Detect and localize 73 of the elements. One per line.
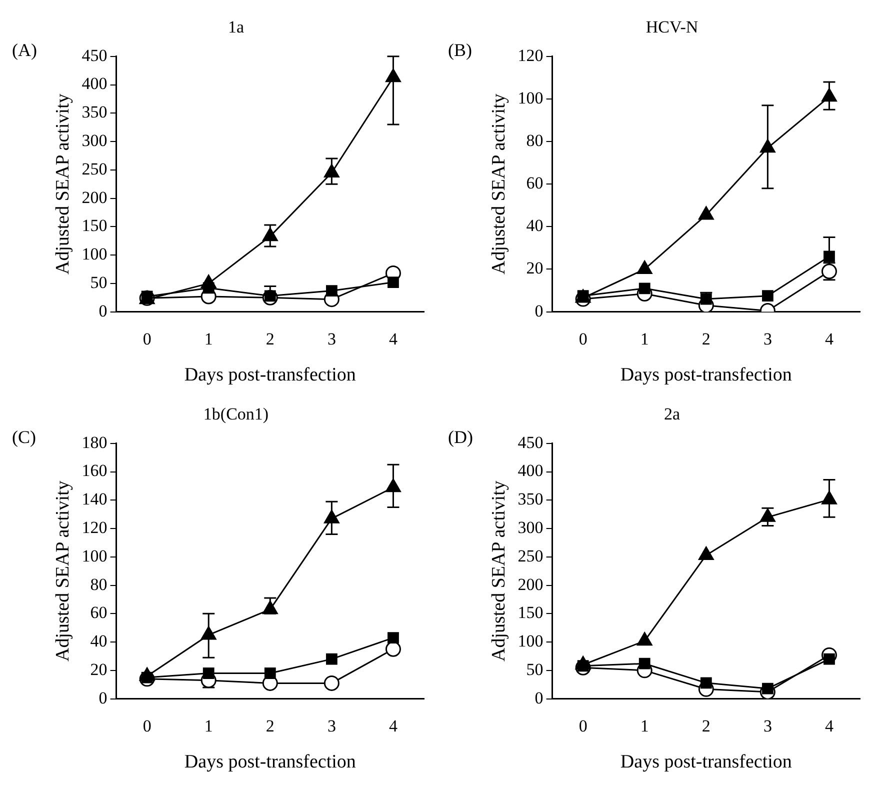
- x-tick-label: 2: [702, 329, 710, 348]
- x-tick-label: 4: [824, 716, 834, 736]
- y-tick-label: 80: [90, 574, 108, 594]
- x-tick-label: 0: [578, 329, 588, 348]
- y-tick-label: 60: [90, 603, 108, 622]
- x-tick-label: 3: [327, 329, 336, 348]
- y-tick-label: 40: [526, 216, 544, 236]
- y-tick-label: 60: [526, 174, 544, 193]
- y-tick-label: 0: [534, 688, 544, 708]
- x-tick-label: 1: [640, 716, 649, 736]
- text: (D): [448, 427, 473, 448]
- chart-title: 1b(Con1): [203, 404, 269, 424]
- text: (C): [12, 427, 36, 448]
- x-tick-label: 2: [702, 716, 710, 736]
- y-tick-label: 0: [534, 301, 544, 320]
- y-axis-title: Adjusted SEAP activity: [488, 93, 510, 275]
- y-axis-title: Adjusted SEAP activity: [488, 480, 510, 662]
- y-tick-label: 50: [526, 660, 544, 679]
- x-axis-title: Days post-transfection: [620, 752, 792, 773]
- x-tick-label: 4: [824, 329, 834, 348]
- y-axis-title: Adjusted SEAP activity: [52, 93, 74, 275]
- x-tick-label: 2: [266, 329, 274, 348]
- y-tick-label: 120: [82, 518, 108, 537]
- y-tick-label: 400: [82, 74, 108, 94]
- x-tick-label: 3: [327, 716, 336, 736]
- x-tick-label: 3: [763, 329, 772, 348]
- x-axis-title: Days post-transfection: [620, 364, 792, 386]
- y-tick-label: 250: [518, 546, 544, 566]
- x-tick-label: 0: [142, 329, 152, 348]
- y-tick-label: 350: [82, 102, 108, 122]
- x-tick-label: 4: [388, 716, 398, 736]
- chart-title: 1a: [228, 18, 244, 37]
- text: (A): [12, 40, 37, 60]
- y-tick-label: 140: [82, 490, 108, 509]
- chart-title: 2a: [664, 404, 680, 424]
- x-axis-title: Days post-transfection: [184, 364, 356, 386]
- y-tick-label: 100: [518, 88, 544, 108]
- y-tick-label: 120: [518, 46, 544, 65]
- y-tick-label: 100: [82, 546, 108, 566]
- x-tick-label: 3: [763, 716, 772, 736]
- y-axis-title: Adjusted SEAP activity: [52, 480, 74, 662]
- y-tick-label: 20: [90, 660, 108, 679]
- y-tick-label: 450: [82, 46, 108, 65]
- y-tick-label: 450: [518, 432, 544, 452]
- y-tick-label: 150: [82, 216, 108, 236]
- y-tick-label: 0: [98, 301, 108, 320]
- y-tick-label: 300: [82, 131, 108, 150]
- y-tick-label: 200: [518, 574, 544, 594]
- x-tick-label: 1: [640, 329, 649, 348]
- chart-title: HCV-N: [646, 18, 698, 37]
- y-tick-label: 200: [82, 188, 108, 207]
- x-tick-label: 1: [204, 716, 213, 736]
- y-tick-label: 80: [526, 131, 544, 150]
- x-tick-label: 2: [266, 716, 274, 736]
- y-tick-label: 150: [518, 603, 544, 622]
- x-tick-label: 0: [142, 716, 152, 736]
- y-tick-label: 20: [526, 258, 544, 278]
- y-tick-label: 0: [98, 688, 108, 708]
- y-tick-label: 300: [518, 518, 544, 537]
- text: (B): [448, 40, 472, 60]
- y-tick-label: 350: [518, 490, 544, 509]
- y-tick-label: 180: [82, 432, 108, 452]
- y-tick-label: 50: [90, 272, 108, 292]
- y-tick-label: 100: [518, 632, 544, 651]
- y-tick-label: 100: [82, 244, 108, 264]
- y-tick-label: 400: [518, 461, 544, 480]
- x-tick-label: 4: [388, 329, 398, 348]
- y-tick-label: 40: [90, 632, 108, 651]
- x-tick-label: 0: [578, 716, 588, 736]
- y-tick-label: 250: [82, 159, 108, 178]
- x-tick-label: 1: [204, 329, 213, 348]
- y-tick-label: 160: [82, 461, 108, 480]
- x-axis-title: Days post-transfection: [184, 752, 356, 773]
